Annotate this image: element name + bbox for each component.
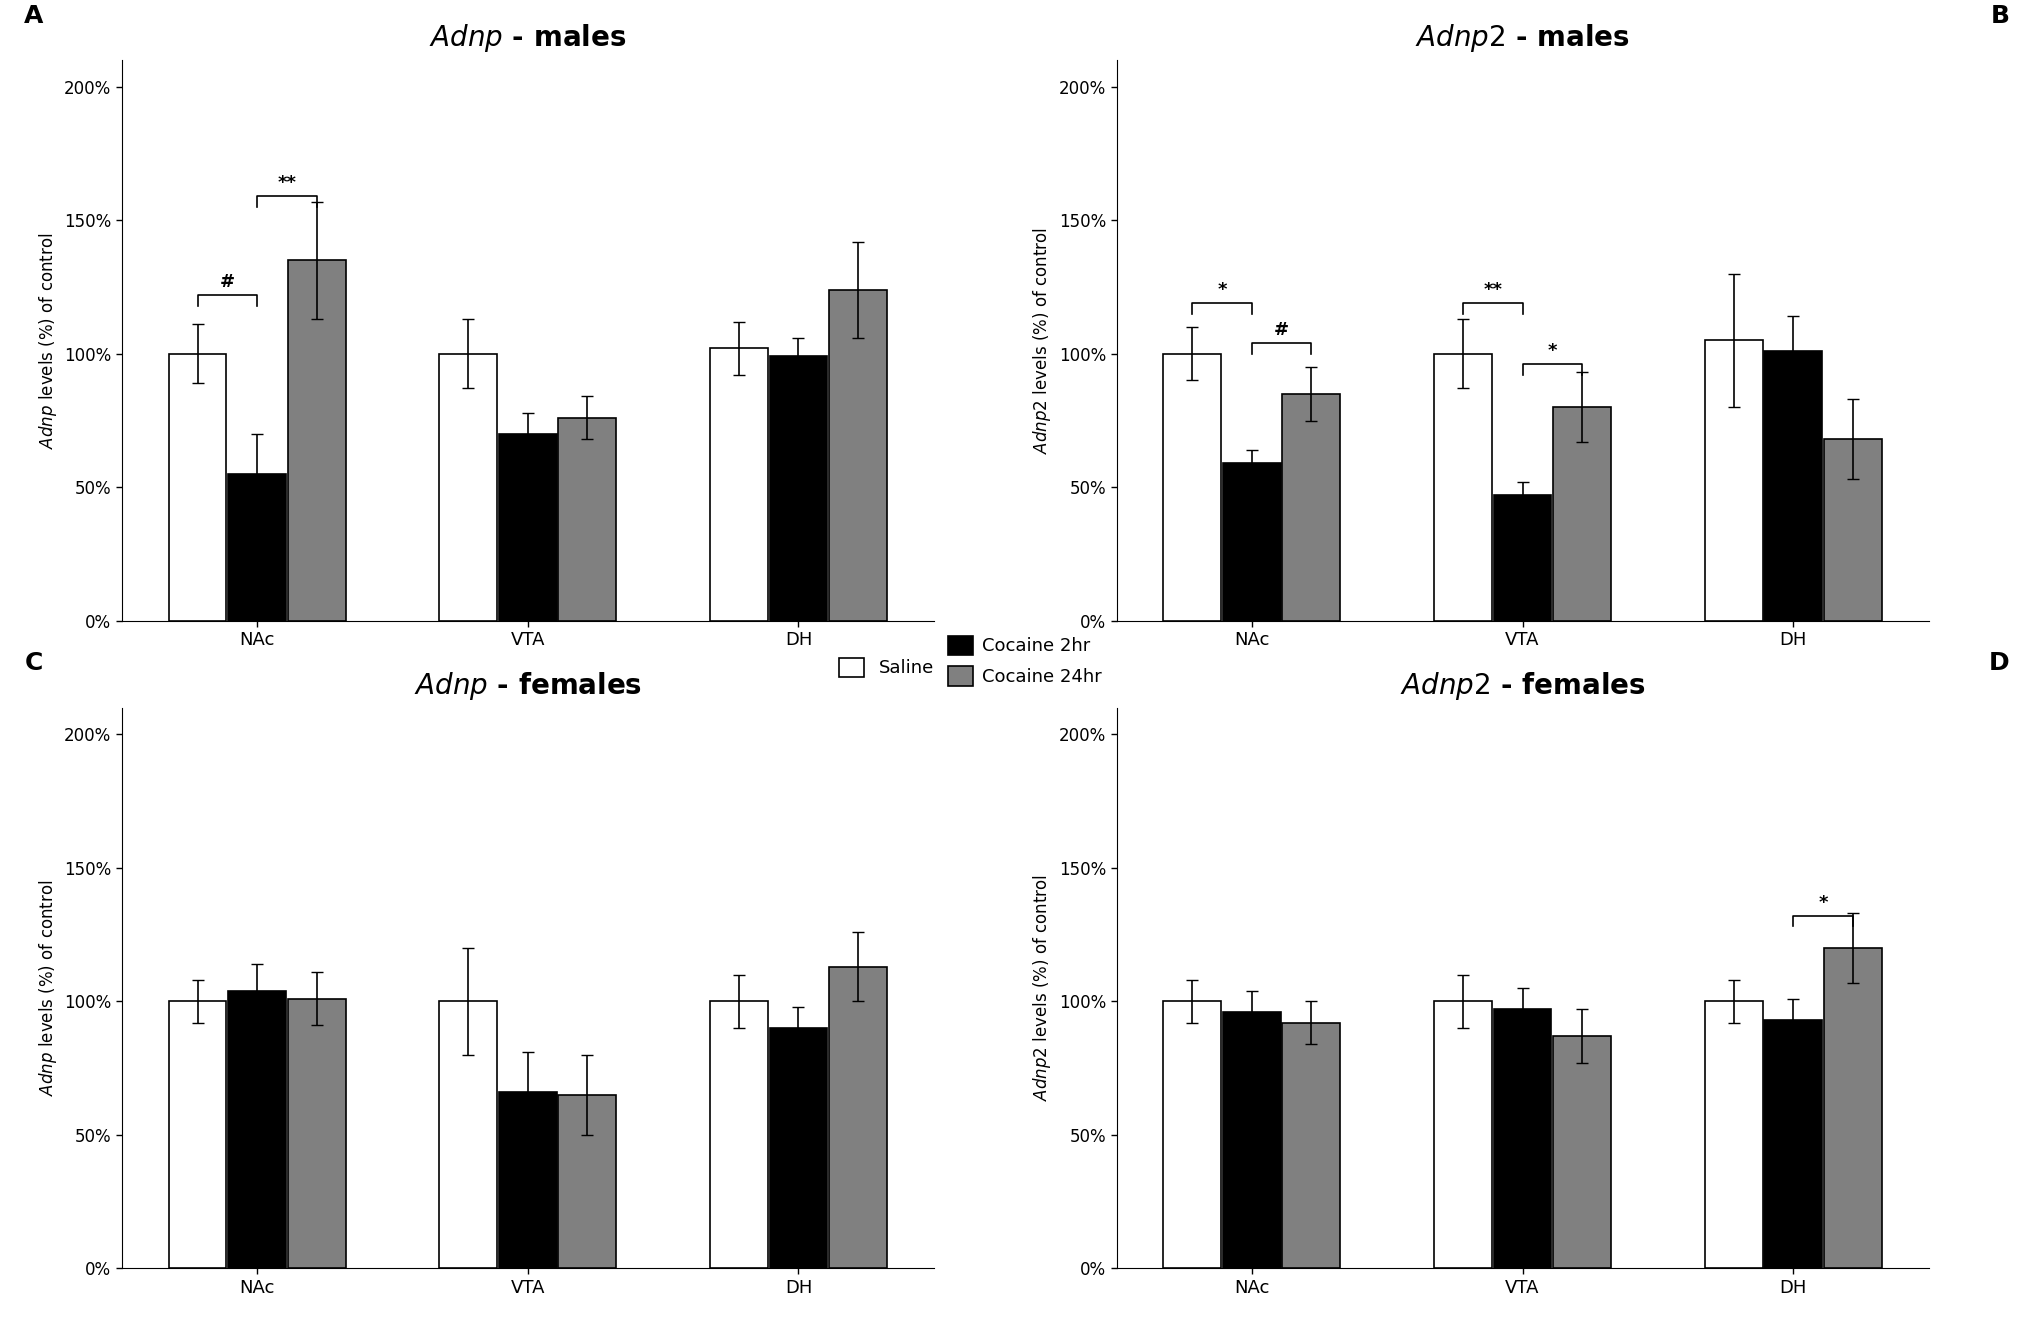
Text: *: * bbox=[1819, 894, 1827, 912]
Bar bbox=[227, 991, 286, 1268]
Bar bbox=[1553, 407, 1612, 621]
Bar bbox=[499, 434, 556, 621]
Text: **: ** bbox=[278, 175, 296, 192]
Text: A: A bbox=[24, 4, 45, 28]
Text: **: ** bbox=[1484, 282, 1502, 299]
Text: C: C bbox=[24, 651, 43, 676]
Bar bbox=[1764, 1020, 1823, 1268]
Y-axis label: $\it{Adnp}$ levels (%) of control: $\it{Adnp}$ levels (%) of control bbox=[37, 880, 59, 1096]
Bar bbox=[710, 348, 767, 621]
Bar bbox=[769, 1028, 828, 1268]
Bar bbox=[1433, 354, 1492, 621]
Bar bbox=[288, 260, 345, 621]
Bar bbox=[1764, 351, 1823, 621]
Bar bbox=[1823, 948, 1882, 1268]
Bar bbox=[1823, 439, 1882, 621]
Bar bbox=[1705, 340, 1762, 621]
Legend: Saline: Saline bbox=[832, 650, 942, 685]
Legend: Cocaine 2hr, Cocaine 24hr: Cocaine 2hr, Cocaine 24hr bbox=[940, 629, 1110, 693]
Y-axis label: $\it{Adnp2}$ levels (%) of control: $\it{Adnp2}$ levels (%) of control bbox=[1031, 874, 1054, 1101]
Bar bbox=[1222, 1012, 1281, 1268]
Bar bbox=[438, 1001, 497, 1268]
Bar bbox=[1705, 1001, 1762, 1268]
Bar bbox=[1283, 394, 1340, 621]
Bar bbox=[499, 1092, 556, 1268]
Bar bbox=[828, 967, 887, 1268]
Text: *: * bbox=[1547, 343, 1557, 360]
Bar bbox=[710, 1001, 767, 1268]
Title: $\it{Adnp}$ - females: $\it{Adnp}$ - females bbox=[414, 670, 641, 702]
Bar bbox=[1494, 495, 1551, 621]
Text: B: B bbox=[1991, 4, 2010, 28]
Bar bbox=[1163, 354, 1222, 621]
Bar bbox=[168, 354, 227, 621]
Bar bbox=[769, 356, 828, 621]
Text: #: # bbox=[219, 274, 235, 291]
Bar bbox=[1163, 1001, 1222, 1268]
Title: $\it{Adnp}$ - males: $\it{Adnp}$ - males bbox=[428, 23, 627, 55]
Bar bbox=[1553, 1036, 1612, 1268]
Y-axis label: $\it{Adnp}$ levels (%) of control: $\it{Adnp}$ levels (%) of control bbox=[37, 232, 59, 449]
Bar bbox=[1494, 1009, 1551, 1268]
Bar bbox=[1222, 463, 1281, 621]
Bar bbox=[168, 1001, 227, 1268]
Bar bbox=[227, 474, 286, 621]
Text: D: D bbox=[1989, 651, 2010, 676]
Bar bbox=[288, 999, 345, 1268]
Y-axis label: $\it{Adnp2}$ levels (%) of control: $\it{Adnp2}$ levels (%) of control bbox=[1031, 227, 1054, 454]
Bar bbox=[438, 354, 497, 621]
Bar bbox=[558, 418, 617, 621]
Bar bbox=[558, 1095, 617, 1268]
Text: #: # bbox=[1275, 322, 1289, 339]
Text: *: * bbox=[1218, 282, 1226, 299]
Title: $\it{Adnp2}$ - females: $\it{Adnp2}$ - females bbox=[1399, 670, 1646, 702]
Bar bbox=[1433, 1001, 1492, 1268]
Bar bbox=[1283, 1023, 1340, 1268]
Bar bbox=[828, 290, 887, 621]
Title: $\it{Adnp2}$ - males: $\it{Adnp2}$ - males bbox=[1415, 23, 1630, 55]
